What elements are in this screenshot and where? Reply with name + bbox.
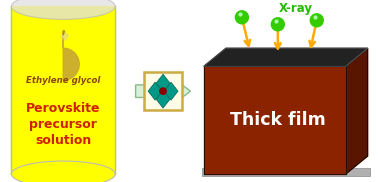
Polygon shape (204, 48, 368, 66)
Polygon shape (164, 82, 178, 100)
Polygon shape (346, 48, 368, 174)
Polygon shape (156, 90, 170, 108)
Text: solution: solution (35, 134, 91, 147)
Text: precursor: precursor (29, 118, 97, 131)
Polygon shape (204, 66, 346, 174)
Circle shape (310, 14, 323, 27)
Text: Thick film: Thick film (230, 111, 325, 129)
Polygon shape (63, 30, 79, 80)
Text: Ethylene glycol: Ethylene glycol (26, 76, 101, 85)
Polygon shape (202, 168, 370, 176)
Circle shape (271, 18, 284, 31)
Text: Perovskite: Perovskite (26, 102, 101, 115)
Polygon shape (61, 32, 68, 40)
Polygon shape (156, 74, 170, 92)
Text: X-ray: X-ray (279, 2, 313, 15)
Circle shape (160, 88, 166, 94)
FancyBboxPatch shape (144, 72, 182, 110)
Polygon shape (136, 76, 191, 106)
Circle shape (235, 11, 248, 24)
Ellipse shape (11, 0, 115, 19)
Polygon shape (148, 82, 162, 100)
Ellipse shape (11, 161, 115, 182)
